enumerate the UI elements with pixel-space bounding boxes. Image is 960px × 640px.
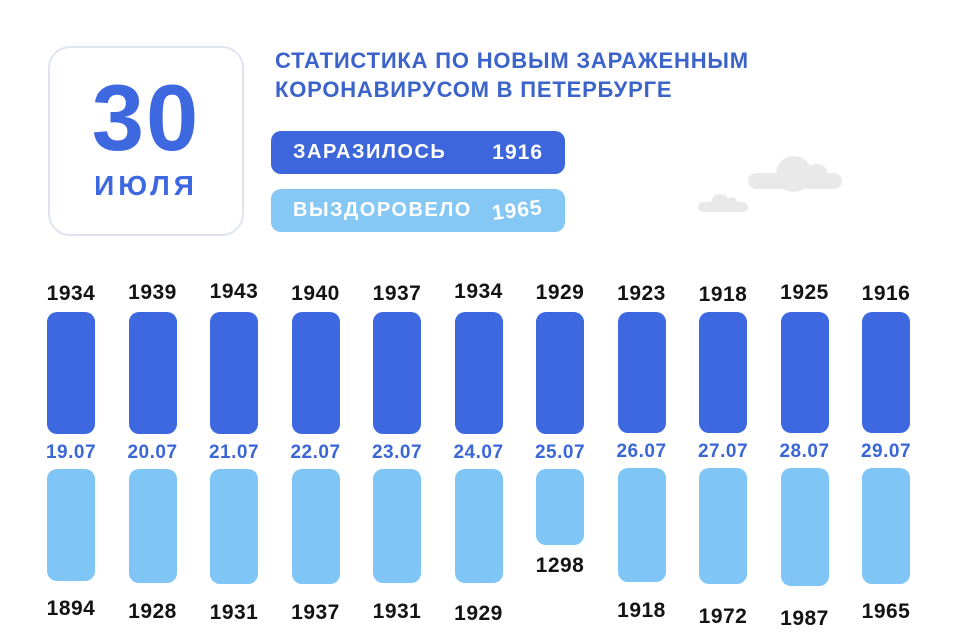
recovered-badge: ВЫЗДОРОВЕЛО 1965	[271, 189, 565, 232]
infected-bar	[780, 312, 829, 434]
recovered-value-label: 1987	[780, 606, 829, 630]
date-label: 21.07	[208, 442, 260, 464]
infected-value-label: 1940	[291, 282, 340, 305]
recovered-bar	[373, 469, 421, 584]
recovered-bar	[617, 468, 666, 582]
infected-badge-value: 1916	[492, 140, 543, 164]
recovered-value-label: 1937	[291, 600, 340, 624]
infected-value-label: 1925	[780, 281, 829, 304]
infected-value-label: 1937	[372, 282, 422, 305]
infected-bar	[862, 312, 910, 433]
date-label: 25.07	[534, 441, 586, 463]
recovered-badge-value: 1965	[491, 195, 545, 225]
infected-badge: ЗАРАЗИЛОСЬ 1916	[271, 131, 565, 174]
recovered-bar	[780, 468, 829, 586]
date-label: 27.07	[697, 440, 749, 462]
recovered-value-label: 1972	[698, 605, 748, 629]
cloud-icon-large	[748, 156, 842, 192]
date-badge: 30 ИЮЛЯ	[48, 46, 244, 236]
infected-value-label: 1939	[128, 281, 177, 304]
infected-bar	[454, 312, 503, 434]
recovered-value-label: 1894	[46, 596, 96, 620]
infected-value-label: 1918	[698, 283, 748, 306]
recovered-value-label: 1929	[454, 601, 503, 625]
recovered-value-label: 1298	[535, 554, 585, 578]
infected-bar	[536, 312, 584, 434]
infected-value-label: 1934	[454, 280, 503, 303]
recovered-bar	[128, 469, 177, 584]
page-title-line1: СТАТИСТИКА ПО НОВЫМ ЗАРАЖЕННЫМ	[275, 48, 749, 73]
chart-column-28.07: 1925 28.07 1987	[776, 281, 834, 630]
chart-column-25.07: 1929 25.07 1298	[531, 281, 589, 619]
recovered-bar	[47, 468, 95, 581]
chart-column-20.07: 1939 20.07 1928	[124, 281, 182, 623]
date-label: 22.07	[290, 442, 341, 464]
recovered-bar	[862, 467, 910, 584]
chart-column-23.07: 1937 23.07 1931	[368, 281, 426, 623]
date-label: 19.07	[45, 441, 97, 463]
recovered-value-label: 1928	[128, 600, 177, 624]
recovered-bar	[291, 469, 340, 584]
infected-value-label: 1934	[46, 282, 96, 305]
infected-bar	[128, 312, 177, 435]
date-label: 29.07	[860, 440, 912, 462]
date-label: 20.07	[127, 442, 178, 464]
recovered-value-label: 1965	[861, 599, 911, 623]
recovered-bar	[454, 468, 503, 583]
date-label: 23.07	[371, 442, 423, 463]
infected-bar	[373, 312, 421, 434]
infected-value-label: 1943	[209, 280, 259, 303]
infected-bar	[617, 312, 666, 434]
page-title-line2: КОРОНАВИРУСОМ В ПЕТЕРБУРГЕ	[275, 77, 673, 102]
chart-column-24.07: 1934 24.07 1929	[450, 280, 508, 625]
date-label: 26.07	[616, 441, 667, 463]
cloud-icon-small	[698, 194, 748, 212]
chart-column-21.07: 1943 21.07 1931	[205, 280, 263, 624]
recovered-value-label: 1918	[617, 598, 666, 622]
page-title: СТАТИСТИКА ПО НОВЫМ ЗАРАЖЕННЫМ КОРОНАВИРУ…	[275, 46, 749, 104]
recovered-bar	[536, 468, 584, 546]
recovered-bar	[699, 467, 747, 585]
infected-bar	[291, 312, 340, 435]
infected-bar	[210, 312, 258, 435]
daily-bars-chart: 1934 19.07 1894 1939 20.07 1928 1943 21.07 1931 1…	[42, 280, 915, 630]
chart-column-27.07: 1918 27.07 1972	[694, 281, 752, 628]
recovered-bar	[210, 469, 258, 584]
chart-column-19.07: 1934 19.07 1894	[42, 281, 100, 620]
chart-column-26.07: 1923 26.07 1918	[613, 281, 671, 622]
chart-column-29.07: 1916 29.07 1965	[857, 281, 915, 623]
infected-value-label: 1916	[861, 282, 911, 305]
date-day: 30	[91, 65, 201, 170]
infected-value-label: 1923	[617, 282, 666, 305]
recovered-value-label: 1931	[372, 600, 422, 624]
infected-bar	[47, 312, 95, 434]
date-month: ИЮЛЯ	[94, 170, 198, 201]
infected-badge-label: ЗАРАЗИЛОСЬ	[293, 141, 447, 163]
infected-bar	[699, 312, 747, 433]
date-label: 24.07	[453, 441, 504, 463]
recovered-value-label: 1931	[209, 600, 259, 624]
infected-value-label: 1929	[535, 281, 585, 304]
recovered-badge-label: ВЫЗДОРОВЕЛО	[293, 199, 472, 221]
date-label: 28.07	[779, 441, 830, 463]
chart-column-22.07: 1940 22.07 1937	[287, 281, 345, 624]
